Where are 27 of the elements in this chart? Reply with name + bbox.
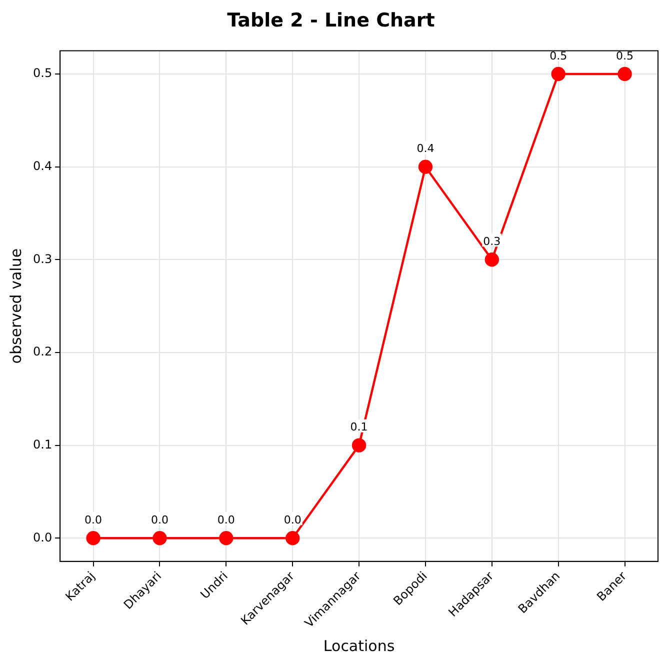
y-tick-label: 0.4 xyxy=(32,158,52,173)
y-tick-label: 0.3 xyxy=(32,252,52,266)
y-tick-label: 0.2 xyxy=(32,344,52,359)
y-tick-label: 0.0 xyxy=(32,530,52,544)
chart-title: Table 2 - Line Chart xyxy=(227,9,435,32)
point xyxy=(418,160,433,174)
y-tick-label: 0.1 xyxy=(32,437,52,452)
x-axis-title: Locations xyxy=(323,636,395,655)
point xyxy=(286,531,300,546)
data-label: 0.5 xyxy=(550,49,568,62)
point xyxy=(86,531,100,546)
data-label: 0.0 xyxy=(150,514,168,526)
data-label: 0.0 xyxy=(84,514,102,526)
point xyxy=(219,531,234,546)
point xyxy=(551,66,566,82)
y-tick-label: 0.5 xyxy=(32,66,52,80)
point xyxy=(618,66,632,82)
data-label: 0.4 xyxy=(416,142,434,156)
point xyxy=(484,252,500,267)
data-label: 0.5 xyxy=(616,49,634,62)
data-label: 0.0 xyxy=(217,514,235,526)
point xyxy=(352,438,366,452)
data-label: 0.0 xyxy=(284,514,302,526)
y-axis-title: observed value xyxy=(6,248,25,364)
data-label: 0.1 xyxy=(350,420,368,434)
point xyxy=(152,531,167,546)
data-label: 0.3 xyxy=(483,235,501,248)
